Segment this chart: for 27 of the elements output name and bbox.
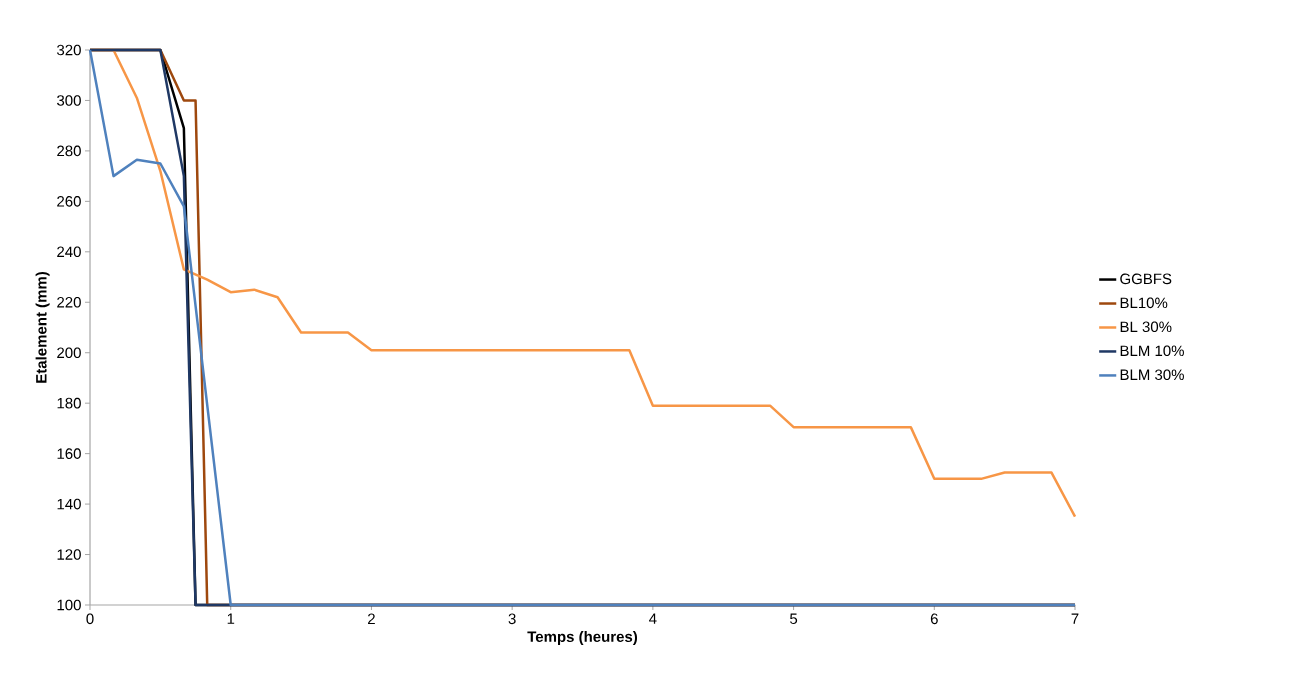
x-tick-label: 2 — [368, 613, 375, 624]
y-axis-title: Etalement (mm) — [35, 272, 50, 383]
y-tick-label: 220 — [57, 296, 81, 308]
x-tick-label: 4 — [649, 613, 657, 624]
legend-label: BLM 30% — [1120, 369, 1184, 381]
y-tick-label: 280 — [57, 145, 81, 157]
x-tick-label: 1 — [227, 613, 235, 624]
legend-label: BLM 10% — [1120, 345, 1184, 357]
y-tick-label: 320 — [57, 44, 81, 56]
x-tick-label: 6 — [930, 613, 938, 625]
y-tick-label: 140 — [57, 498, 81, 510]
y-tick-label: 200 — [57, 347, 81, 359]
y-tick-label: 300 — [57, 95, 81, 106]
y-tick-label: 260 — [57, 196, 81, 207]
y-tick-label: 160 — [57, 448, 81, 459]
legend-label: GGBFS — [1120, 273, 1172, 285]
x-tick-label: 3 — [508, 613, 516, 625]
y-tick-label: 180 — [57, 397, 81, 409]
x-tick-label: 0 — [86, 613, 94, 625]
y-tick-label: 240 — [57, 246, 81, 258]
y-tick-label: 100 — [57, 599, 81, 611]
x-tick-label: 5 — [790, 613, 798, 624]
x-tick-label: 7 — [1071, 613, 1079, 624]
legend-label: BL10% — [1120, 297, 1168, 309]
y-tick-label: 120 — [57, 549, 81, 560]
legend-label: BL 30% — [1120, 321, 1172, 333]
x-axis-title: Temps (heures) — [527, 631, 638, 645]
